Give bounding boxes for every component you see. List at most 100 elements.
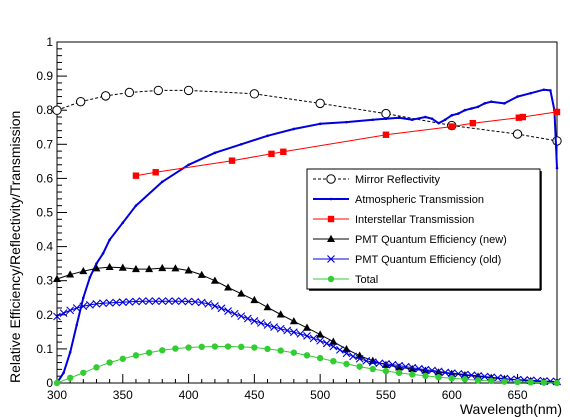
data-point: [151, 297, 160, 306]
data-point: [270, 323, 278, 331]
data-point: [450, 114, 454, 117]
data-point: [183, 85, 194, 96]
data-point: [228, 157, 236, 164]
data-point: [330, 357, 337, 365]
data-point: [408, 363, 417, 372]
data-point: [368, 358, 377, 367]
data-point: [414, 364, 423, 373]
legend-marker: [327, 275, 335, 283]
data-point: [461, 376, 469, 383]
series-interstellar-transmission: [132, 108, 561, 179]
data-point: [461, 370, 469, 379]
data-point: [257, 319, 265, 327]
legend-marker: [326, 174, 336, 184]
x-tick-label: 400: [179, 388, 199, 402]
data-point: [159, 347, 166, 354]
data-point: [540, 379, 548, 386]
data-point: [238, 343, 245, 351]
legend-label: Interstellar Transmission: [355, 214, 474, 226]
data-point: [100, 91, 111, 101]
data-point: [503, 102, 506, 105]
data-point: [53, 379, 61, 387]
data-point: [410, 118, 414, 122]
data-point: [178, 297, 186, 306]
x-tick-label: 450: [244, 388, 264, 402]
data-point: [59, 309, 68, 317]
data-point: [501, 378, 508, 385]
data-point: [546, 377, 555, 386]
data-point: [290, 349, 298, 356]
data-point: [309, 334, 318, 343]
data-point: [318, 122, 322, 126]
data-point: [160, 180, 164, 184]
data-point: [99, 299, 107, 308]
series-line: [56, 346, 558, 384]
data-point: [105, 298, 114, 307]
data-point: [283, 326, 292, 335]
data-point: [52, 105, 62, 115]
data-point: [448, 375, 455, 382]
data-point: [395, 363, 404, 371]
data-point: [316, 336, 325, 345]
data-point: [553, 379, 561, 387]
data-point: [198, 343, 205, 351]
data-point: [424, 115, 427, 119]
data-point: [185, 344, 192, 351]
data-point: [243, 314, 252, 323]
data-point: [171, 264, 180, 272]
legend-marker: [327, 234, 335, 242]
data-point: [388, 360, 397, 369]
data-point: [336, 346, 344, 354]
y-tick-label: 0.5: [36, 206, 53, 220]
data-point: [430, 117, 434, 121]
legend-item: PMT Quantum Efficiency (old): [313, 254, 501, 266]
data-point: [80, 369, 87, 376]
data-point: [469, 119, 476, 127]
series-pmt-quantum-efficiency-old: [53, 297, 561, 386]
data-point: [289, 328, 298, 337]
data-point: [66, 306, 75, 315]
data-point: [172, 345, 179, 352]
data-point: [552, 136, 562, 146]
data-point: [124, 87, 135, 98]
data-point: [158, 297, 167, 306]
data-point: [409, 371, 416, 378]
legend-marker: [327, 255, 335, 263]
data-point: [488, 377, 495, 385]
data-point: [447, 369, 456, 377]
data-point: [276, 310, 285, 318]
data-point: [489, 100, 493, 103]
data-point: [493, 373, 502, 382]
data-point: [542, 88, 546, 92]
series-mirror-reflectivity: [52, 85, 562, 146]
data-point: [342, 349, 351, 358]
data-point: [237, 312, 246, 321]
data-point: [276, 324, 285, 333]
data-point: [118, 263, 127, 271]
y-tick-label: 0.8: [36, 103, 53, 117]
data-point: [187, 163, 190, 167]
y-tick-label: 0.3: [36, 274, 53, 288]
data-point: [93, 364, 100, 371]
data-point: [362, 356, 371, 365]
data-point: [82, 296, 85, 300]
data-point: [263, 321, 272, 329]
y-tick-label: 0.1: [36, 342, 53, 356]
data-point: [204, 299, 213, 308]
data-point: [237, 289, 246, 297]
data-point: [92, 264, 101, 272]
data-point: [197, 298, 206, 307]
legend-item: Mirror Reflectivity: [313, 174, 440, 186]
data-point: [549, 89, 552, 92]
data-point: [316, 354, 324, 362]
data-point: [474, 377, 482, 384]
data-point: [66, 374, 74, 382]
data-point: [118, 298, 127, 307]
data-point: [315, 98, 325, 109]
data-point: [483, 102, 486, 105]
legend-box: [306, 168, 541, 290]
data-point: [158, 263, 167, 272]
data-point: [381, 108, 391, 119]
data-point: [108, 238, 111, 242]
